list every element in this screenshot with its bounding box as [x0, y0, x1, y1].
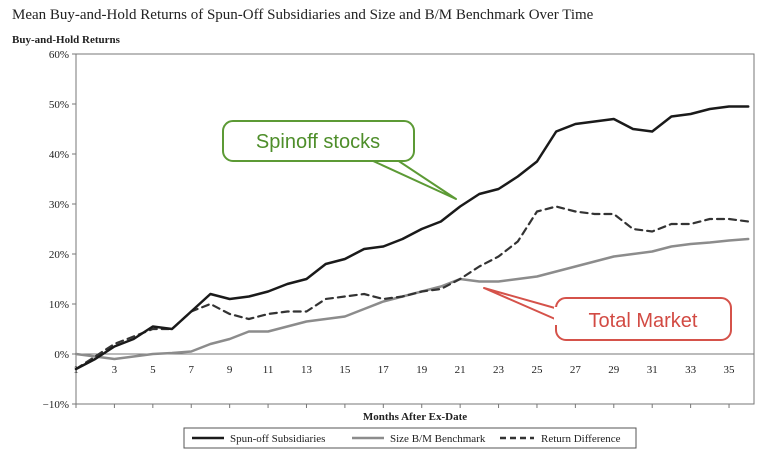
x-tick-label: 9 — [227, 364, 233, 376]
x-tick-label: 15 — [339, 364, 351, 376]
legend: Spun-off Subsidiaries Size B/M Benchmark… — [183, 427, 637, 449]
x-tick-label: 27 — [570, 364, 582, 376]
y-tick-label: −10% — [43, 399, 69, 411]
y-tick-label: 60% — [49, 49, 69, 61]
x-ticks: 1 3 5 7 9 11 13 15 17 19 21 23 25 27 29 31 33 35 — [73, 364, 735, 408]
x-tick-label: 35 — [724, 364, 736, 376]
legend-box — [183, 427, 637, 449]
x-tick-label: 5 — [150, 364, 156, 376]
callout-pointer-market — [483, 287, 563, 323]
series-line-spun-off-subsidiaries — [74, 105, 750, 371]
legend-label-difference: Return Difference — [541, 433, 621, 445]
series-layer — [74, 105, 750, 371]
x-axis-label: Months After Ex-Date — [363, 411, 467, 423]
legend-item-difference: Return Difference — [500, 433, 621, 445]
x-tick-label: 17 — [378, 364, 390, 376]
x-tick-label: 19 — [416, 364, 428, 376]
series-line-return-difference — [74, 205, 750, 371]
y-tick-label: 50% — [49, 99, 69, 111]
y-tick-label: 0% — [54, 349, 69, 361]
x-tick-label: 25 — [531, 364, 543, 376]
y-tick-label: 10% — [49, 299, 69, 311]
x-tick-label: 21 — [455, 364, 466, 376]
legend-label-benchmark: Size B/M Benchmark — [390, 433, 486, 445]
legend-item-spun-off: Spun-off Subsidiaries — [192, 433, 325, 445]
annotation-total-market: Total Market — [483, 287, 732, 341]
legend-label-spun-off: Spun-off Subsidiaries — [230, 433, 325, 445]
y-ticks: −10% 0% 10% 20% 30% 40% 50% 60% — [43, 49, 76, 411]
y-tick-label: 30% — [49, 199, 69, 211]
y-tick-label: 20% — [49, 249, 69, 261]
x-tick-label: 23 — [493, 364, 505, 376]
callout-text-market: Total Market — [589, 310, 698, 332]
x-tick-label: 3 — [112, 364, 118, 376]
annotation-spinoff-stocks: Spinoff stocks — [222, 120, 457, 200]
callout-text-spinoff: Spinoff stocks — [256, 131, 380, 153]
x-tick-label: 29 — [608, 364, 620, 376]
y-tick-label: 40% — [49, 149, 69, 161]
x-tick-label: 11 — [263, 364, 274, 376]
y-axis-label: Buy-and-Hold Returns — [12, 34, 121, 46]
x-tick-label: 7 — [188, 364, 194, 376]
x-tick-label: 13 — [301, 364, 313, 376]
x-tick-label: 33 — [685, 364, 697, 376]
chart-title: Mean Buy-and-Hold Returns of Spun-Off Su… — [12, 7, 594, 23]
x-tick-label: 31 — [647, 364, 658, 376]
plot-frame — [75, 53, 755, 405]
legend-item-benchmark: Size B/M Benchmark — [352, 433, 486, 445]
